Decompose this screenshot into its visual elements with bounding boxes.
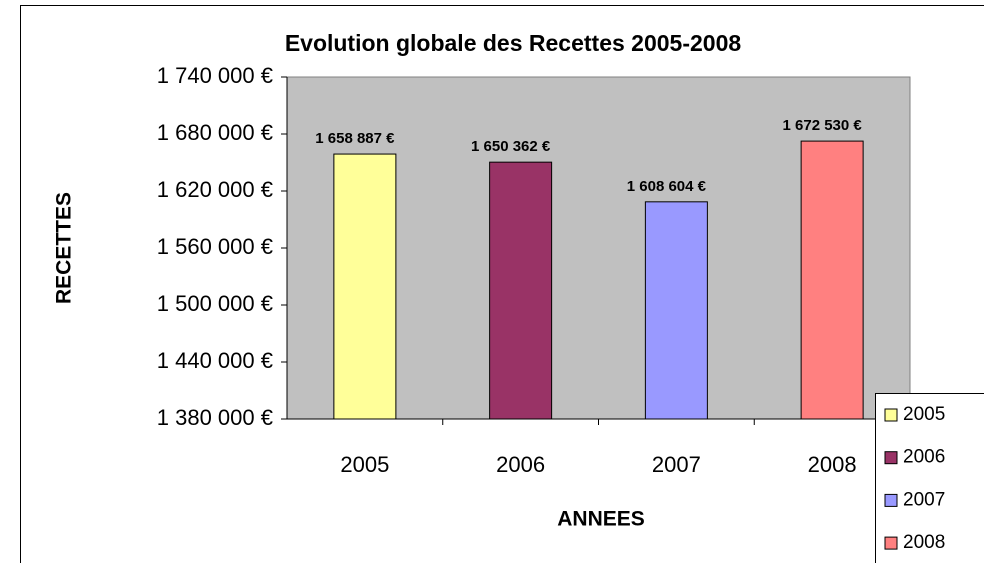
x-tick-label: 2006 <box>496 452 545 477</box>
value-label: 1 650 362 € <box>471 138 551 155</box>
value-label: 1 658 887 € <box>315 130 395 147</box>
y-tick-label: 1 680 000 € <box>157 120 273 145</box>
bar <box>489 161 553 420</box>
legend-label: 2008 <box>903 532 945 553</box>
chart-title: Evolution globale des Recettes 2005-2008 <box>285 30 742 56</box>
legend-swatch <box>884 408 898 422</box>
legend-swatch <box>884 536 898 550</box>
legend-swatch <box>884 493 898 507</box>
x-axis-label: ANNEES <box>557 508 645 531</box>
value-label: 1 608 604 € <box>627 178 707 195</box>
y-tick-label: 1 440 000 € <box>157 348 273 373</box>
bar <box>800 140 864 420</box>
legend-box <box>875 393 984 563</box>
x-tick-label: 2005 <box>340 452 389 477</box>
y-tick-label: 1 620 000 € <box>157 177 273 202</box>
y-axis-label: RECETTES <box>53 192 76 304</box>
x-tick-label: 2007 <box>652 452 701 477</box>
legend-label: 2006 <box>903 447 945 468</box>
legend-swatch <box>884 451 898 465</box>
y-tick-label: 1 500 000 € <box>157 291 273 316</box>
y-tick-label: 1 380 000 € <box>157 405 273 430</box>
legend-label: 2007 <box>903 489 945 510</box>
bar <box>333 153 397 420</box>
value-label: 1 672 530 € <box>783 117 863 134</box>
x-tick-label: 2008 <box>808 452 857 477</box>
legend-label: 2005 <box>903 404 945 425</box>
y-tick-label: 1 560 000 € <box>157 234 273 259</box>
y-tick-label: 1 740 000 € <box>157 63 273 88</box>
bar <box>644 201 708 420</box>
